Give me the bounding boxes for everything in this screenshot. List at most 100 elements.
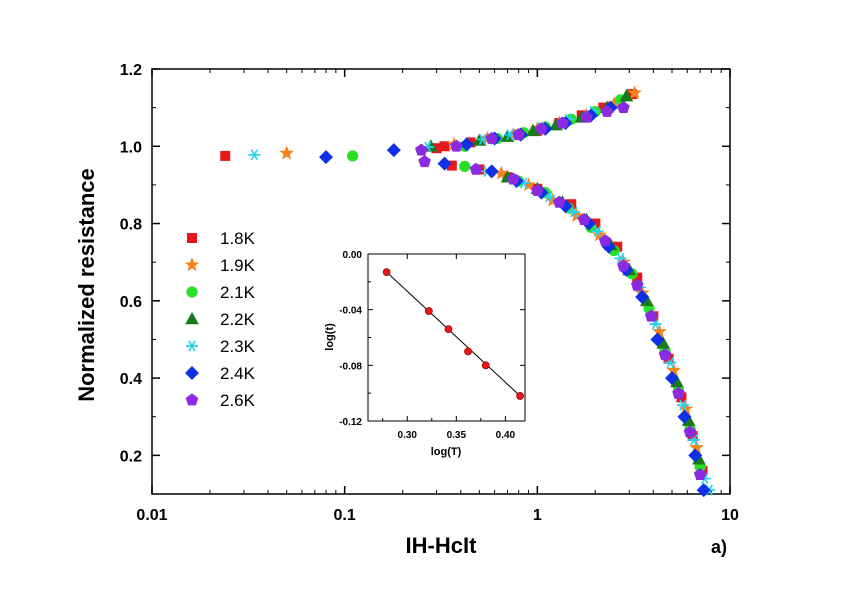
legend-marker: [186, 340, 198, 352]
data-point: [619, 89, 634, 102]
inset-fit-line: [386, 271, 521, 397]
y-tick-label: 0.4: [120, 371, 142, 388]
data-point: [598, 234, 612, 247]
legend-label: 2.4K: [220, 364, 256, 383]
legend-label: 2.1K: [220, 283, 256, 302]
data-point: [418, 155, 431, 168]
legend-item: 2.6K: [185, 391, 256, 410]
data-point: [347, 150, 359, 162]
inset-data-point: [382, 268, 391, 276]
y-tick-label: 0.6: [120, 294, 142, 311]
legend-item: 2.1K: [186, 283, 256, 302]
inset-y-tick-label: 0.00: [343, 250, 363, 261]
data-point: [450, 139, 463, 152]
inset-axis-ticks: 0.30 0.35 0.40 -0.12 -0.08 -0.04 0.00: [339, 250, 525, 441]
inset-x-tick-label: 0.30: [398, 430, 418, 441]
series-2.6K: [415, 101, 707, 481]
legend-item: 2.4K: [184, 364, 256, 383]
inset-x-axis-title: log(T): [431, 446, 462, 458]
data-point: [577, 213, 591, 226]
data-point: [614, 252, 627, 264]
data-point: [635, 289, 650, 304]
legend: 1.8K 1.9K 2.1K 2.2K 2.3K 2.4K 2.6K: [184, 229, 256, 410]
legend-item: 1.9K: [184, 256, 256, 275]
data-point: [535, 122, 548, 135]
data-point: [415, 143, 428, 156]
legend-label: 1.9K: [220, 256, 256, 275]
y-tick-label: 0.2: [120, 448, 142, 465]
data-point: [617, 101, 630, 113]
main-plot-frame: [151, 68, 731, 495]
data-point: [672, 386, 685, 399]
inset-data-point: [481, 361, 490, 370]
inset-y-tick-label: -0.04: [339, 306, 362, 317]
legend-marker: [184, 257, 200, 272]
main-data-points: [220, 85, 716, 498]
data-point: [650, 332, 665, 347]
legend-label: 2.6K: [220, 391, 256, 410]
x-tick-label: 0.1: [334, 507, 356, 524]
data-point: [531, 184, 544, 197]
data-point: [664, 371, 680, 386]
x-tick-label: 0.01: [136, 507, 167, 524]
data-point: [485, 131, 499, 144]
inset-content: [382, 268, 524, 400]
data-point: [512, 128, 525, 141]
legend-item: 1.8K: [187, 229, 256, 248]
inset-data-point: [444, 325, 453, 334]
data-point: [552, 195, 566, 208]
inset-plot-frame: [367, 253, 526, 422]
inset-x-tick-label: 0.35: [447, 430, 467, 441]
y-axis-title: Normalized resistance: [74, 168, 99, 402]
data-point: [556, 116, 569, 129]
data-point: [676, 399, 689, 411]
legend-marker: [184, 365, 200, 381]
y-tick-label: 0.8: [120, 217, 142, 234]
legend-item: 2.3K: [186, 337, 256, 356]
data-point: [459, 137, 474, 152]
x-tick-label: 1: [533, 507, 542, 524]
data-point: [526, 123, 540, 137]
inset-y-axis-title: log(t): [324, 323, 336, 351]
data-point: [677, 409, 692, 424]
legend-label: 2.3K: [220, 337, 256, 356]
data-point: [437, 156, 452, 171]
data-point: [627, 85, 642, 100]
data-point: [439, 141, 450, 152]
data-point: [580, 110, 593, 123]
y-tick-label: 1.0: [120, 139, 142, 156]
data-point: [600, 104, 614, 117]
data-point: [318, 150, 334, 165]
data-point: [469, 162, 483, 175]
data-point: [693, 468, 707, 481]
inset-data-point: [464, 347, 472, 356]
legend-marker: [187, 233, 197, 243]
main-axis-ticks: 0.01 0.1 1 10 0.2 0.4 0.6 0.8 1.0 1.2: [120, 62, 739, 524]
data-point: [484, 164, 499, 179]
data-point: [568, 206, 581, 218]
data-point: [617, 259, 630, 272]
legend-marker: [185, 393, 199, 406]
panel-label: a): [711, 537, 727, 557]
y-tick-label: 1.2: [120, 62, 142, 79]
inset-data-point: [424, 307, 433, 315]
x-axis-title: IH-HcIt: [406, 533, 478, 558]
x-tick-label: 10: [721, 507, 739, 524]
data-point: [279, 145, 294, 160]
legend-marker: [186, 286, 198, 298]
data-point: [386, 143, 401, 158]
legend-label: 1.8K: [220, 229, 256, 248]
inset-y-tick-label: -0.08: [339, 361, 362, 372]
data-point: [459, 160, 471, 172]
data-point: [644, 309, 658, 322]
data-point: [683, 425, 697, 438]
legend-label: 2.2K: [220, 310, 256, 329]
legend-marker: [185, 311, 199, 325]
inset-y-tick-label: -0.12: [339, 417, 362, 428]
data-point: [688, 448, 703, 463]
inset-data-point: [516, 392, 524, 400]
data-point: [248, 149, 261, 161]
data-point: [591, 225, 604, 237]
